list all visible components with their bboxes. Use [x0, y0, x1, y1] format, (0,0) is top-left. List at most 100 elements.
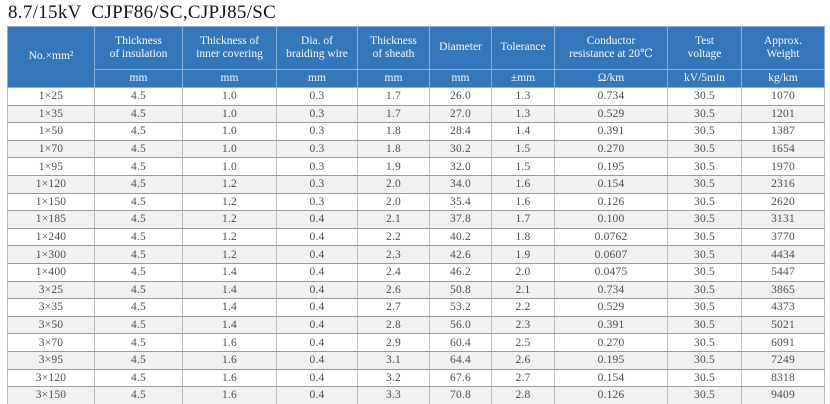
value-cell: 1.6	[182, 333, 277, 352]
value-cell: 9409	[741, 386, 825, 404]
value-cell: 1.8	[491, 227, 555, 247]
value-cell: 8318	[741, 368, 825, 388]
value-cell: 0.734	[554, 280, 668, 300]
value-cell: 0.4	[276, 280, 358, 300]
value-cell: 27.0	[429, 104, 492, 124]
value-cell: 2620	[741, 192, 825, 212]
value-cell: 4.5	[94, 315, 183, 335]
value-cell: 70.8	[429, 386, 492, 404]
value-cell: 1.3	[491, 104, 555, 124]
value-cell: 0.4	[276, 227, 358, 247]
value-cell: 30.5	[667, 139, 742, 159]
value-cell: 2316	[741, 174, 825, 194]
column-header-3: Thickness of inner covering	[182, 26, 277, 70]
value-cell: 30.5	[667, 298, 742, 317]
value-cell: 4434	[741, 245, 825, 264]
table-body: 1×25 4.5 1.0 0.3 1.7 26.0 1.3 0.734 30.5 1070 1×35…	[7, 87, 825, 404]
value-cell: 1.7	[357, 87, 430, 106]
value-cell: 30.5	[667, 280, 742, 300]
value-cell: 30.5	[667, 192, 742, 212]
value-cell: 5447	[741, 262, 825, 282]
value-cell: 4.5	[94, 245, 183, 264]
table-row: 3×25 4.5 1.4 0.4 2.6 50.8 2.1 0.734 30.5 3865	[7, 280, 825, 300]
row-size-cell: 3×25	[7, 280, 95, 300]
value-cell: 3131	[741, 210, 825, 229]
value-cell: 0.529	[554, 298, 668, 317]
value-cell: 0.195	[554, 157, 668, 176]
column-unit-9: kV/5min	[667, 69, 742, 88]
column-header-5: Thickness of sheath	[357, 26, 430, 70]
table-row: 3×120 4.5 1.6 0.4 3.2 67.6 2.7 0.154 30.5 8318	[7, 368, 825, 388]
value-cell: 1.5	[491, 139, 555, 159]
value-cell: 6091	[741, 333, 825, 352]
row-size-cell: 1×70	[7, 139, 95, 159]
row-size-cell: 1×35	[7, 104, 95, 124]
value-cell: 0.195	[554, 350, 668, 370]
header-unit-row: mm mm mm mm mm ±mm Ω/km kV/5min kg/km	[8, 69, 825, 88]
value-cell: 1387	[741, 122, 825, 141]
value-cell: 4.5	[94, 386, 183, 404]
value-cell: 0.3	[276, 157, 358, 176]
value-cell: 1.0	[182, 157, 277, 176]
value-cell: 2.8	[491, 386, 555, 404]
value-cell: 30.5	[667, 104, 742, 124]
value-cell: 2.7	[491, 368, 555, 388]
value-cell: 1.0	[182, 139, 277, 159]
value-cell: 2.3	[491, 315, 555, 335]
value-cell: 4.5	[94, 174, 183, 194]
column-header-4: Dia. of braiding wire	[276, 26, 358, 70]
value-cell: 2.4	[357, 262, 430, 282]
value-cell: 0.126	[554, 386, 668, 404]
value-cell: 1.4	[182, 298, 277, 317]
value-cell: 26.0	[429, 87, 492, 106]
value-cell: 1654	[741, 139, 825, 159]
column-header-7: Tolerance	[491, 26, 555, 70]
value-cell: 4.5	[94, 139, 183, 159]
value-cell: 4.5	[94, 192, 183, 212]
value-cell: 4.5	[94, 87, 183, 106]
value-cell: 4.5	[94, 350, 183, 370]
value-cell: 1070	[741, 87, 825, 106]
value-cell: 7249	[741, 350, 825, 370]
value-cell: 0.154	[554, 174, 668, 194]
value-cell: 1.6	[182, 386, 277, 404]
table-row: 1×50 4.5 1.0 0.3 1.8 28.4 1.4 0.391 30.5 1387	[7, 122, 825, 141]
value-cell: 3.2	[357, 368, 430, 388]
value-cell: 1.3	[491, 87, 555, 106]
value-cell: 37.8	[429, 210, 492, 229]
value-cell: 1.6	[491, 174, 555, 194]
column-header-6: Diameter	[429, 26, 492, 70]
value-cell: 0.270	[554, 139, 668, 159]
value-cell: 4.5	[94, 280, 183, 300]
table-row: 3×95 4.5 1.6 0.4 3.1 64.4 2.6 0.195 30.5 7249	[7, 350, 825, 370]
value-cell: 2.5	[491, 333, 555, 352]
value-cell: 0.3	[276, 122, 358, 141]
value-cell: 0.154	[554, 368, 668, 388]
value-cell: 1.2	[182, 245, 277, 264]
value-cell: 1.2	[182, 210, 277, 229]
value-cell: 1.9	[491, 245, 555, 264]
value-cell: 50.8	[429, 280, 492, 300]
column-unit-6: mm	[429, 69, 492, 88]
value-cell: 2.0	[357, 174, 430, 194]
value-cell: 0.4	[276, 262, 358, 282]
row-size-cell: 1×120	[7, 174, 95, 194]
value-cell: 1.0	[182, 87, 277, 106]
row-size-cell: 1×240	[7, 227, 95, 247]
value-cell: 67.6	[429, 368, 492, 388]
value-cell: 1.4	[182, 280, 277, 300]
row-size-cell: 1×150	[7, 192, 95, 212]
value-cell: 3770	[741, 227, 825, 247]
value-cell: 2.1	[357, 210, 430, 229]
value-cell: 0.391	[554, 315, 668, 335]
value-cell: 0.3	[276, 192, 358, 212]
value-cell: 1.6	[182, 368, 277, 388]
value-cell: 35.4	[429, 192, 492, 212]
value-cell: 0.100	[554, 210, 668, 229]
value-cell: 4.5	[94, 262, 183, 282]
cable-spec-table: No.×mm² Thickness of insulation Thickness …	[7, 26, 825, 404]
table-row: 3×35 4.5 1.4 0.4 2.7 53.2 2.2 0.529 30.5 4373	[7, 298, 825, 317]
value-cell: 0.3	[276, 174, 358, 194]
column-header-10: Approx. Weight	[741, 26, 825, 70]
column-header-1: No.×mm²	[7, 26, 95, 88]
